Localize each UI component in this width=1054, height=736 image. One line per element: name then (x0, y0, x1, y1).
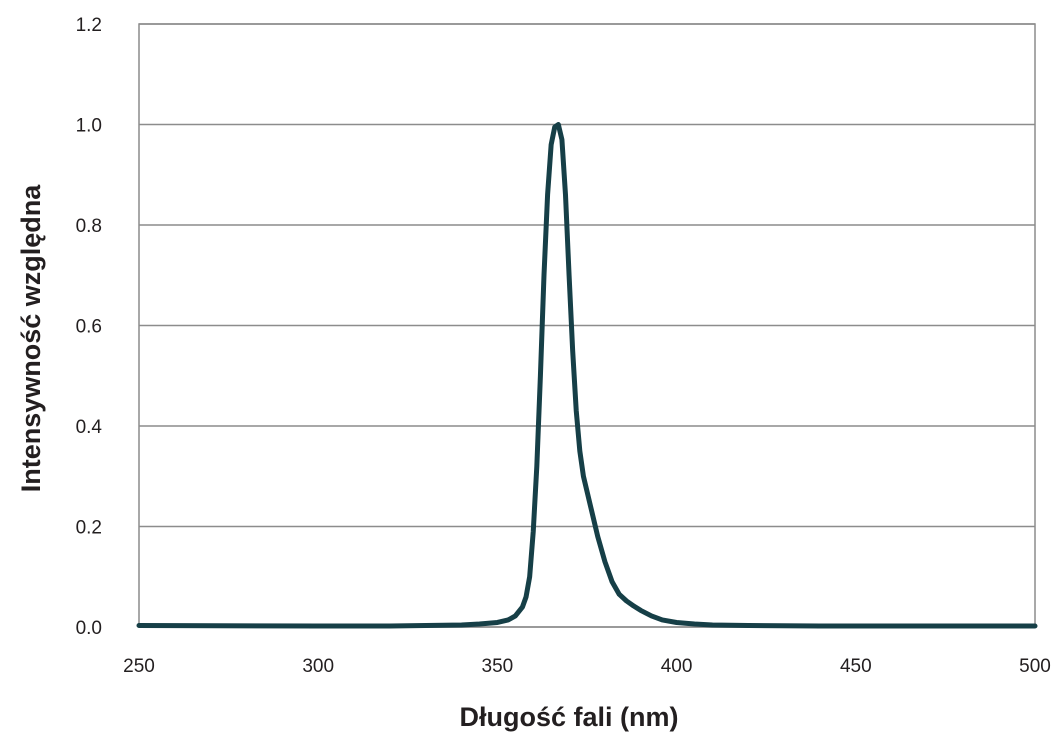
x-tick-label: 300 (302, 656, 334, 677)
y-tick-label: 0.6 (76, 317, 102, 338)
x-tick-label: 450 (840, 656, 872, 677)
y-tick-label: 0.2 (76, 518, 102, 539)
y-tick-label: 1.0 (76, 116, 102, 137)
plot-frame (138, 23, 1036, 628)
x-tick-label: 250 (123, 656, 155, 677)
x-axis-title: Długość fali (nm) (459, 702, 678, 732)
gridlines (139, 23, 1035, 628)
y-tick-label: 0.8 (76, 216, 102, 237)
y-tick-label: 0.4 (76, 417, 103, 438)
x-axis-ticks: 250 300 350 400 450 500 (123, 656, 1051, 677)
y-tick-label: 1.2 (76, 15, 102, 36)
x-tick-label: 400 (661, 656, 693, 677)
y-axis-title: Intensywność względna (16, 184, 46, 493)
y-tick-label: 0.0 (76, 618, 102, 639)
x-tick-label: 350 (482, 656, 514, 677)
x-tick-label: 500 (1019, 656, 1051, 677)
y-axis-ticks: 0.0 0.2 0.4 0.6 0.8 1.0 1.2 (76, 15, 103, 639)
spectrum-line (136, 122, 1038, 629)
